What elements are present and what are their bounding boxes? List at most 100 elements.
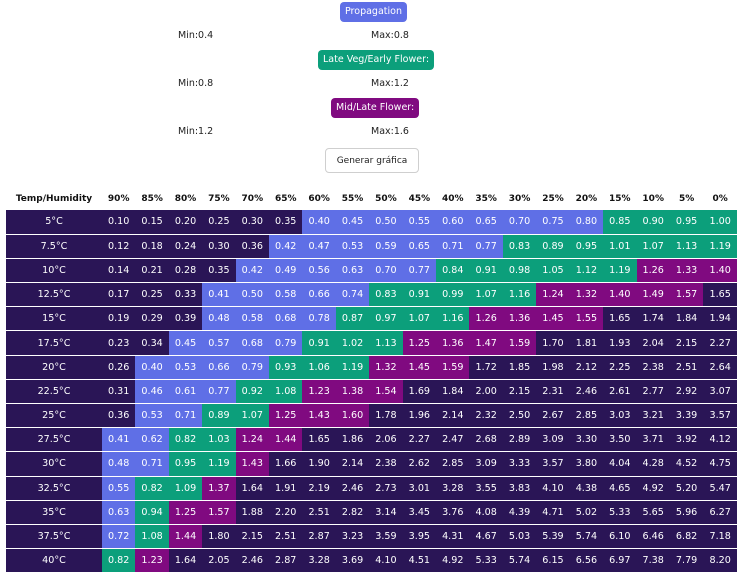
vpd-cell: 2.38 (636, 355, 670, 380)
vpd-cell: 0.74 (335, 282, 370, 308)
vpd-cell: 3.50 (603, 427, 637, 453)
late-veg-min: Min:0.8 (178, 78, 214, 89)
temperature-label: 30°C (6, 451, 102, 477)
header-row: Temp/Humidity 90% 85% 80% 75% 70% 65% 60% 55% 50… (6, 187, 737, 210)
vpd-cell: 0.78 (302, 306, 336, 332)
vpd-cell: 1.55 (569, 306, 604, 332)
vpd-cell: 0.66 (302, 282, 336, 308)
vpd-cell: 0.59 (369, 234, 403, 259)
vpd-cell: 1.24 (235, 427, 270, 453)
vpd-cell: 0.49 (269, 258, 303, 284)
vpd-cell: 1.84 (669, 306, 704, 332)
temperature-label: 40°C (6, 548, 102, 574)
vpd-cell: 3.76 (436, 500, 470, 525)
vpd-cell: 4.65 (603, 476, 637, 501)
vpd-cell: 0.47 (302, 234, 336, 259)
vpd-cell: 3.83 (502, 476, 537, 501)
vpd-cell: 0.50 (235, 282, 270, 308)
vpd-cell: 1.91 (269, 476, 303, 501)
vpd-cell: 0.77 (402, 258, 437, 284)
vpd-cell: 6.27 (703, 500, 737, 525)
vpd-cell: 2.25 (603, 355, 637, 380)
vpd-cell: 0.20 (168, 210, 203, 235)
generate-chart-button[interactable]: Generar gráfica (325, 148, 419, 173)
vpd-cell: 1.57 (202, 500, 236, 525)
mid-late-min: Min:1.2 (178, 126, 214, 137)
corner-header: Temp/Humidity (6, 187, 102, 210)
vpd-cell: 1.93 (603, 330, 637, 356)
vpd-cell: 0.35 (269, 210, 303, 235)
vpd-cell: 2.67 (536, 403, 570, 429)
vpd-cell: 1.44 (168, 524, 203, 550)
vpd-cell: 0.48 (202, 306, 236, 332)
vpd-cell: 1.80 (202, 524, 236, 550)
table-row: 15°C 0.19 0.29 0.39 0.48 0.58 0.68 0.78 0.87 0.97… (6, 306, 737, 332)
vpd-cell: 3.23 (335, 524, 370, 550)
vpd-cell: 1.65 (302, 427, 336, 453)
vpd-cell: 3.45 (402, 500, 437, 525)
vpd-cell: 2.89 (502, 427, 537, 453)
vpd-cell: 4.08 (469, 500, 503, 525)
table-row: 37.5°C 0.72 1.08 1.44 1.80 2.15 2.51 2.87 3.23 3.… (6, 524, 737, 550)
vpd-cell: 2.51 (302, 500, 336, 525)
vpd-cell: 0.95 (569, 234, 604, 259)
propagation-min: Min:0.4 (178, 30, 214, 41)
late-veg-label: Late Veg/Early Flower: (318, 50, 435, 70)
vpd-cell: 1.26 (636, 258, 670, 284)
temperature-label: 37.5°C (6, 524, 102, 550)
vpd-cell: 0.36 (235, 234, 270, 259)
vpd-cell: 4.10 (536, 476, 570, 501)
vpd-cell: 2.46 (335, 476, 370, 501)
temperature-label: 22.5°C (6, 379, 102, 405)
vpd-cell: 0.68 (235, 330, 270, 356)
mid-late-max: Max:1.6 (371, 126, 409, 137)
vpd-cell: 0.40 (135, 355, 169, 380)
vpd-cell: 4.92 (636, 476, 670, 501)
vpd-cell: 1.84 (436, 379, 470, 405)
vpd-cell: 1.08 (269, 379, 303, 405)
vpd-cell: 7.18 (703, 524, 737, 550)
table-row: 12.5°C 0.17 0.25 0.33 0.41 0.50 0.58 0.66 0.74 0.… (6, 282, 737, 308)
vpd-cell: 1.64 (235, 476, 270, 501)
vpd-cell: 0.23 (102, 330, 136, 356)
vpd-cell: 5.03 (502, 524, 537, 550)
vpd-cell: 0.98 (502, 258, 537, 284)
vpd-cell: 1.02 (335, 330, 370, 356)
vpd-cell: 1.90 (302, 451, 336, 477)
vpd-cell: 0.14 (102, 258, 136, 284)
vpd-cell: 2.85 (436, 451, 470, 477)
vpd-cell: 1.96 (402, 403, 437, 429)
vpd-cell: 1.07 (469, 282, 503, 308)
vpd-cell: 2.47 (436, 427, 470, 453)
vpd-cell: 1.74 (636, 306, 670, 332)
vpd-cell: 0.99 (436, 282, 470, 308)
vpd-cell: 0.71 (135, 451, 169, 477)
vpd-cell: 0.56 (302, 258, 336, 284)
vpd-cell: 4.04 (603, 451, 637, 477)
vpd-cell: 0.30 (235, 210, 270, 235)
vpd-cell: 0.65 (469, 210, 503, 235)
vpd-cell: 0.95 (168, 451, 203, 477)
vpd-cell: 1.72 (469, 355, 503, 380)
vpd-cell: 4.51 (402, 548, 437, 574)
vpd-cell: 1.05 (536, 258, 570, 284)
vpd-cell: 6.46 (636, 524, 670, 550)
vpd-cell: 2.92 (669, 379, 704, 405)
humidity-header: 70% (235, 187, 270, 210)
vpd-cell: 1.01 (603, 234, 637, 259)
vpd-cell: 1.57 (669, 282, 704, 308)
vpd-cell: 0.39 (168, 306, 203, 332)
vpd-cell: 0.95 (669, 210, 704, 235)
vpd-cell: 2.15 (235, 524, 270, 550)
vpd-cell: 0.63 (335, 258, 370, 284)
vpd-cell: 1.66 (269, 451, 303, 477)
vpd-cell: 1.19 (603, 258, 637, 284)
vpd-cell: 0.80 (569, 210, 604, 235)
table-row: 32.5°C 0.55 0.82 1.09 1.37 1.64 1.91 2.19 2.46 2.… (6, 476, 737, 501)
vpd-cell: 7.38 (636, 548, 670, 574)
temperature-label: 32.5°C (6, 476, 102, 501)
vpd-cell: 0.71 (436, 234, 470, 259)
table-row: 35°C 0.63 0.94 1.25 1.57 1.88 2.20 2.51 2.82 3.14… (6, 500, 737, 525)
vpd-cell: 0.31 (102, 379, 136, 405)
vpd-cell: 0.72 (102, 524, 136, 550)
